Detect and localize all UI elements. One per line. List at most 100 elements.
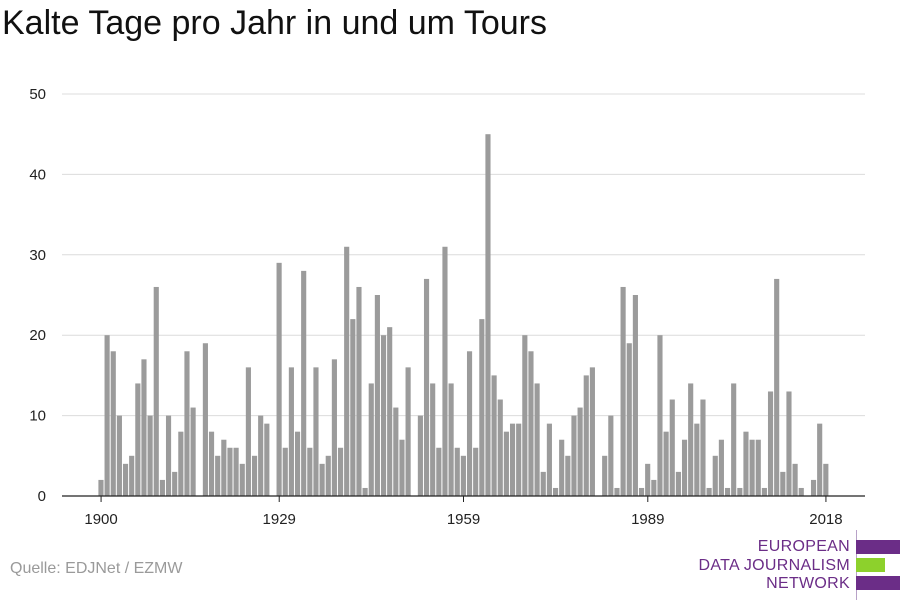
- bar: [325, 455, 331, 496]
- bar: [706, 487, 712, 496]
- bar: [294, 431, 301, 496]
- bar: [202, 343, 208, 496]
- bar: [645, 463, 651, 496]
- bar: [208, 431, 215, 496]
- x-tick-label: 1929: [263, 511, 296, 528]
- bar: [110, 351, 116, 496]
- bar: [159, 479, 165, 496]
- bar: [559, 439, 565, 496]
- bar: [442, 246, 448, 496]
- bar: [368, 383, 374, 496]
- bar: [135, 383, 141, 496]
- bar: [546, 423, 552, 496]
- bar: [264, 423, 270, 496]
- bar: [258, 415, 264, 496]
- bar: [417, 415, 423, 496]
- bar: [129, 455, 135, 496]
- bar: [362, 487, 368, 496]
- bar: [436, 447, 442, 496]
- bar: [153, 286, 159, 496]
- bar: [331, 359, 337, 496]
- bar: [620, 286, 626, 496]
- y-tick-label: 30: [29, 247, 46, 264]
- bar: [251, 455, 258, 496]
- bar: [761, 487, 767, 496]
- bar: [767, 391, 774, 496]
- bar: [675, 471, 681, 496]
- bar: [663, 431, 669, 496]
- bar: [743, 431, 749, 496]
- bar: [700, 399, 706, 496]
- bar: [712, 455, 718, 496]
- bar: [516, 423, 522, 496]
- y-tick-label: 0: [38, 488, 46, 505]
- bar: [724, 487, 731, 496]
- bars: [98, 134, 829, 496]
- bar: [374, 295, 380, 496]
- bar: [344, 246, 350, 496]
- bar: [638, 487, 645, 496]
- bar: [608, 415, 614, 496]
- bar: [147, 415, 153, 496]
- x-tick-label: 1900: [84, 511, 117, 528]
- x-axis-ticks: 1900 1929 1959 1989 2018: [84, 496, 843, 528]
- bar: [282, 447, 288, 496]
- bar: [313, 367, 319, 496]
- bar: [245, 367, 251, 496]
- bar: [479, 319, 485, 496]
- bar: [190, 407, 196, 496]
- bar: [350, 319, 356, 496]
- logo-bar-top: [856, 540, 900, 554]
- bar: [288, 367, 294, 496]
- bar: [122, 463, 129, 496]
- bar: [571, 415, 577, 496]
- bar: [798, 487, 804, 496]
- bar: [466, 351, 473, 496]
- bar: [319, 463, 325, 496]
- bar: [552, 487, 559, 496]
- bar: [387, 327, 393, 496]
- bar: [540, 471, 546, 496]
- bar: [227, 447, 233, 496]
- bar: [614, 487, 620, 496]
- bar: [104, 335, 110, 496]
- bar: [233, 447, 239, 496]
- bar: [774, 278, 780, 496]
- bar: [651, 479, 657, 496]
- bar: [810, 479, 817, 496]
- logo-bar-middle: [856, 558, 885, 572]
- bar: [534, 383, 540, 496]
- bar: [731, 383, 737, 496]
- bar: [565, 455, 571, 496]
- logo-text-data-journalism: DATA JOURNALISM: [698, 557, 850, 574]
- y-tick-label: 20: [29, 327, 46, 344]
- bar: [491, 375, 497, 496]
- bar: [473, 447, 479, 496]
- bar: [276, 262, 282, 496]
- bar: [817, 423, 823, 496]
- bar: [786, 391, 792, 496]
- bar: [681, 439, 688, 496]
- bar: [528, 351, 534, 496]
- bar: [307, 447, 313, 496]
- bar: [221, 439, 227, 496]
- bar: [602, 455, 608, 496]
- bar: [184, 351, 190, 496]
- bar: [178, 431, 184, 496]
- bar: [301, 270, 307, 496]
- bar: [755, 439, 761, 496]
- edjnet-logo: EUROPEAN DATA JOURNALISM NETWORK: [698, 530, 900, 600]
- bar: [485, 134, 491, 496]
- bar: [669, 399, 675, 496]
- x-tick-label: 1989: [631, 511, 664, 528]
- logo-bar-bottom: [856, 576, 900, 590]
- bar: [380, 335, 387, 496]
- bar: [792, 463, 798, 496]
- bar: [460, 455, 466, 496]
- bar: [780, 471, 786, 496]
- bar: [737, 487, 743, 496]
- bar: [718, 439, 724, 496]
- bar: [657, 335, 663, 496]
- bar: [165, 415, 172, 496]
- bar: [589, 367, 595, 496]
